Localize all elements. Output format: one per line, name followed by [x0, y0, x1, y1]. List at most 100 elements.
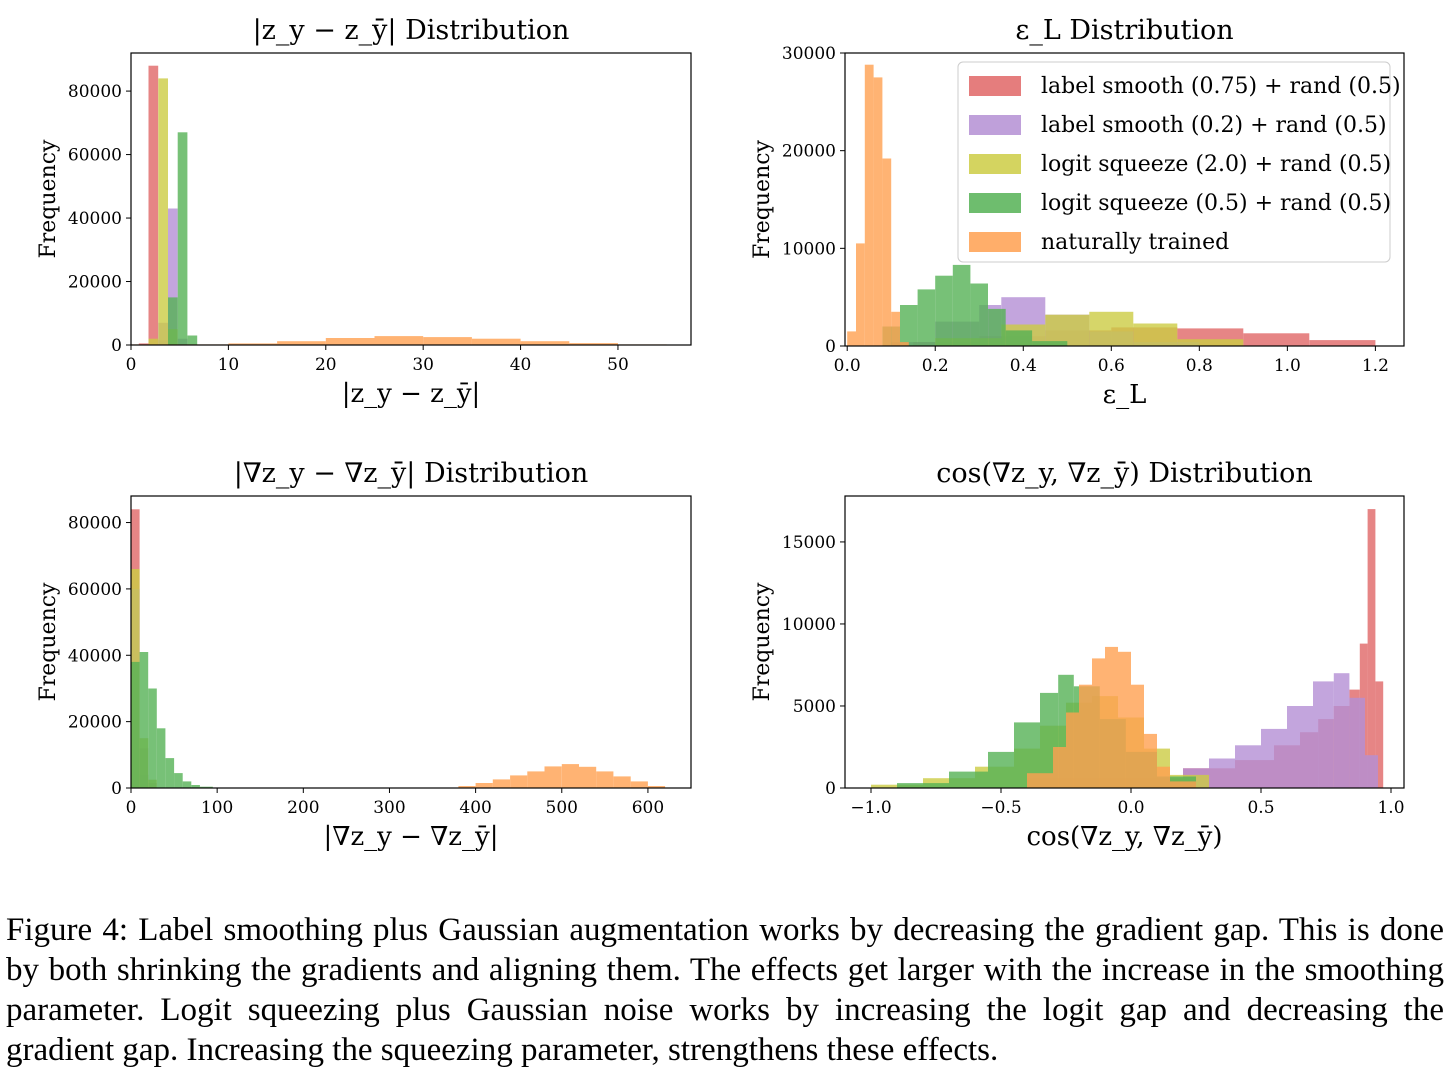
panel-logit-gap: 0 10 20 30 40 50 0 20000 40000 60000 80000 |z_y − z…	[36, 15, 692, 409]
legend-label: label smooth (0.2) + rand (0.5)	[1041, 113, 1387, 138]
bar-natural	[374, 336, 424, 345]
bar-logit-squeeze-20	[1133, 323, 1178, 346]
bar-natural	[458, 786, 476, 788]
bar-natural	[856, 243, 865, 346]
x-tick-label: 0	[126, 798, 137, 818]
bar-natural	[613, 776, 631, 788]
bar-label-smooth-075	[1309, 340, 1376, 346]
x-tick-label: 0.2	[922, 356, 949, 376]
caption-label: Figure 4:	[6, 912, 129, 948]
bar-logit-squeeze-20	[148, 338, 159, 345]
x-tick-label: 200	[287, 798, 319, 818]
bar-natural	[471, 338, 521, 345]
bar-logit-squeeze-05	[199, 786, 213, 788]
panel-epsilon-l: 0.0 0.2 0.4 0.6 0.8 1.0 1.2 0 10000 20000 30000 ε_L…	[750, 15, 1405, 410]
bar-logit-squeeze-20	[158, 78, 168, 346]
y-tick-label: 20000	[68, 273, 122, 293]
bar-logit-squeeze-05	[191, 785, 200, 788]
y-tick-label: 60000	[68, 580, 122, 600]
y-tick-label: 10000	[782, 239, 836, 259]
y-tick-label: 0	[825, 337, 836, 357]
chart-title: |∇z_y − ∇z_ȳ| Distribution	[234, 458, 589, 489]
bar-logit-squeeze-20	[1045, 314, 1090, 346]
x-tick-label: 50	[607, 355, 629, 375]
bar-natural	[1053, 747, 1066, 788]
legend-swatch	[969, 193, 1021, 213]
y-tick-label: 30000	[782, 44, 836, 64]
bar-natural	[1131, 684, 1144, 788]
bar-label-smooth-075	[138, 343, 149, 345]
x-tick-label: 30	[412, 355, 434, 375]
histogram-bars	[131, 65, 667, 346]
panel-gradient-gap: 0 100 200 300 400 500 600 0 20000 40000 60000 80000…	[36, 458, 692, 852]
y-tick-label: 40000	[68, 646, 122, 666]
bar-label-smooth-075	[1367, 509, 1376, 788]
x-tick-label: 1.0	[1377, 798, 1404, 818]
chart-title: cos(∇z_y, ∇z_ȳ) Distribution	[936, 458, 1312, 489]
bar-natural	[1118, 651, 1131, 788]
bar-label-smooth-02	[168, 208, 178, 345]
y-tick-label: 80000	[68, 514, 122, 534]
y-tick-label: 0	[825, 779, 836, 799]
legend-swatch	[969, 232, 1021, 252]
bar-natural	[1105, 646, 1118, 788]
bar-natural	[1144, 733, 1157, 788]
bar-logit-squeeze-05	[168, 297, 178, 345]
y-tick-label: 15000	[782, 533, 836, 553]
y-tick-label: 80000	[68, 82, 122, 102]
bar-logit-squeeze-05	[1032, 341, 1068, 346]
bar-natural	[277, 341, 326, 345]
histogram-bars	[131, 509, 666, 788]
x-tick-label: 100	[201, 798, 233, 818]
y-axis-label: Frequency	[36, 582, 61, 702]
bar-natural	[492, 779, 510, 788]
bar-natural	[1157, 766, 1170, 788]
bar-logit-squeeze-05	[952, 264, 971, 346]
y-tick-label: 0	[111, 779, 122, 799]
bar-natural	[647, 786, 666, 788]
x-tick-label: 600	[632, 798, 664, 818]
bar-natural	[561, 764, 579, 788]
x-tick-label: 0	[126, 355, 137, 375]
bar-label-smooth-02	[1333, 673, 1350, 788]
chart-title: ε_L Distribution	[1015, 15, 1233, 46]
bar-logit-squeeze-05	[970, 283, 988, 346]
legend-entry: naturally trained	[969, 230, 1229, 255]
x-tick-label: 500	[546, 798, 578, 818]
bar-logit-squeeze-05	[174, 773, 183, 788]
bar-natural	[891, 311, 900, 346]
bar-label-smooth-02	[1365, 755, 1378, 788]
legend-swatch	[969, 76, 1021, 96]
bar-label-smooth-075	[1375, 681, 1384, 788]
x-tick-label: 0.4	[1010, 356, 1037, 376]
bar-label-smooth-02	[1349, 697, 1365, 788]
bar-natural	[847, 331, 856, 346]
bar-logit-squeeze-05	[988, 308, 1006, 346]
bar-label-smooth-075	[1243, 333, 1310, 346]
bar-natural	[510, 775, 528, 788]
y-tick-label: 20000	[782, 142, 836, 162]
legend-entry: logit squeeze (0.5) + rand (0.5)	[969, 191, 1391, 216]
bar-logit-squeeze-05	[177, 132, 188, 345]
y-axis-label: Frequency	[750, 582, 775, 702]
histogram-bars	[871, 509, 1384, 788]
bar-logit-squeeze-05	[165, 758, 175, 788]
bar-natural	[882, 158, 892, 346]
chart-title: |z_y − z_ȳ| Distribution	[253, 15, 570, 46]
bar-logit-squeeze-05	[156, 728, 166, 788]
y-tick-label: 0	[111, 336, 122, 356]
bar-label-smooth-075	[148, 65, 159, 345]
y-tick-label: 40000	[68, 209, 122, 229]
bar-logit-squeeze-20	[1177, 339, 1244, 346]
bar-natural	[569, 343, 618, 345]
legend-swatch	[969, 154, 1021, 174]
bar-logit-squeeze-05	[148, 688, 157, 788]
bar-natural	[520, 341, 570, 345]
bar-label-smooth-02	[1287, 706, 1313, 788]
bar-natural	[579, 766, 597, 788]
bar-logit-squeeze-05	[1005, 330, 1033, 346]
legend: label smooth (0.75) + rand (0.5) label sm…	[957, 61, 1401, 263]
x-tick-label: 40	[510, 355, 532, 375]
bar-natural	[873, 77, 883, 347]
